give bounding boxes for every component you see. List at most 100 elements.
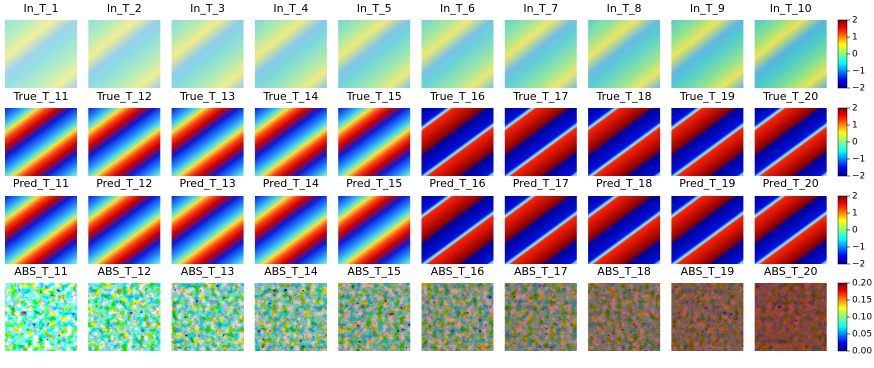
panel-title: Pred_T_16 (429, 177, 485, 190)
heatmap (754, 108, 827, 176)
colorbar-tick-label: 1 (852, 209, 858, 219)
panel-title: ABS_T_20 (764, 265, 818, 278)
panel-title: In_T_10 (770, 2, 812, 15)
panel-title: True_T_16 (429, 90, 485, 103)
heatmap (504, 283, 577, 351)
colorbar-tick-label: 0 (852, 226, 858, 236)
heatmap (421, 20, 494, 88)
colorbar-tick-label: 2 (852, 104, 858, 114)
heatmap (338, 283, 411, 351)
colorbar (837, 107, 848, 177)
heatmap (5, 283, 77, 351)
heatmap (588, 108, 661, 176)
heatmap (671, 20, 744, 88)
panel-title: Pred_T_18 (596, 177, 652, 190)
heatmap (504, 196, 577, 264)
panel-title: ABS_T_11 (14, 265, 68, 278)
panel-title: True_T_12 (96, 90, 152, 103)
heatmap (338, 108, 411, 176)
heatmap (88, 283, 161, 351)
heatmap (504, 20, 577, 88)
heatmap (588, 20, 661, 88)
panel-title: True_T_15 (346, 90, 402, 103)
panel-title: True_T_11 (12, 90, 68, 103)
heatmap (671, 196, 744, 264)
panel-title: Pred_T_12 (96, 177, 152, 190)
colorbar-tick-label: 0 (852, 138, 858, 148)
heatmap (254, 196, 327, 264)
heatmap (421, 196, 494, 264)
panel-title: In_T_5 (357, 2, 392, 15)
colorbar (837, 282, 848, 352)
panel-title: Pred_T_19 (679, 177, 735, 190)
panel-title: True_T_20 (762, 90, 818, 103)
panel-title: True_T_13 (179, 90, 235, 103)
colorbar-tick-label: 0 (852, 50, 858, 60)
heatmap (171, 196, 244, 264)
heatmap (254, 108, 327, 176)
heatmap (754, 283, 827, 351)
panel-title: ABS_T_16 (431, 265, 485, 278)
panel-title: In_T_1 (24, 2, 59, 15)
colorbar-tick-label: 2 (852, 192, 858, 202)
colorbar-tick-label: 1 (852, 121, 858, 131)
colorbar-tick-label: 0.10 (852, 313, 872, 323)
colorbar-tick-label: −1 (852, 155, 865, 165)
panel-title: True_T_14 (262, 90, 318, 103)
colorbar-tick-label: −1 (852, 67, 865, 77)
panel-title: Pred_T_17 (513, 177, 569, 190)
panel-title: ABS_T_12 (98, 265, 152, 278)
heatmap (338, 20, 411, 88)
panel-title: Pred_T_13 (180, 177, 236, 190)
colorbar-tick-label: 0.00 (852, 347, 872, 357)
panel-title: ABS_T_14 (264, 265, 318, 278)
colorbar-tick-label: −2 (852, 172, 865, 182)
colorbar (837, 19, 848, 89)
heatmap (588, 283, 661, 351)
heatmap (5, 20, 77, 88)
panel-title: In_T_6 (440, 2, 475, 15)
panel-title: In_T_9 (690, 2, 725, 15)
heatmap (254, 20, 327, 88)
colorbar-tick-label: 0.05 (852, 330, 872, 340)
panel-title: In_T_8 (607, 2, 642, 15)
heatmap (671, 108, 744, 176)
panel-title: True_T_18 (596, 90, 652, 103)
panel-title: Pred_T_15 (346, 177, 402, 190)
heatmap (421, 108, 494, 176)
heatmap (5, 196, 77, 264)
panel-title: ABS_T_19 (681, 265, 735, 278)
panel-title: In_T_2 (107, 2, 142, 15)
panel-title: ABS_T_17 (514, 265, 568, 278)
heatmap (254, 283, 327, 351)
heatmap (671, 283, 744, 351)
colorbar-tick-label: 1 (852, 33, 858, 43)
panel-title: In_T_7 (523, 2, 558, 15)
heatmap (88, 108, 161, 176)
colorbar-tick-label: 0.20 (852, 279, 872, 289)
panel-title: Pred_T_20 (763, 177, 819, 190)
panel-title: In_T_4 (273, 2, 308, 15)
panel-title: True_T_19 (679, 90, 735, 103)
colorbar-tick-label: −1 (852, 243, 865, 253)
panel-title: ABS_T_13 (181, 265, 235, 278)
heatmap (171, 108, 244, 176)
heatmap (754, 20, 827, 88)
panel-title: Pred_T_11 (13, 177, 69, 190)
heatmap (171, 20, 244, 88)
colorbar-tick-label: 2 (852, 16, 858, 26)
panel-title: True_T_17 (512, 90, 568, 103)
heatmap (338, 196, 411, 264)
panel-title: ABS_T_15 (347, 265, 401, 278)
panel-title: In_T_3 (190, 2, 225, 15)
panel-title: Pred_T_14 (263, 177, 319, 190)
heatmap (421, 283, 494, 351)
heatmap (88, 196, 161, 264)
colorbar-tick-label: −2 (852, 260, 865, 270)
heatmap (754, 196, 827, 264)
heatmap (5, 108, 77, 176)
colorbar (837, 195, 848, 265)
panel-title: ABS_T_18 (597, 265, 651, 278)
heatmap (88, 20, 161, 88)
